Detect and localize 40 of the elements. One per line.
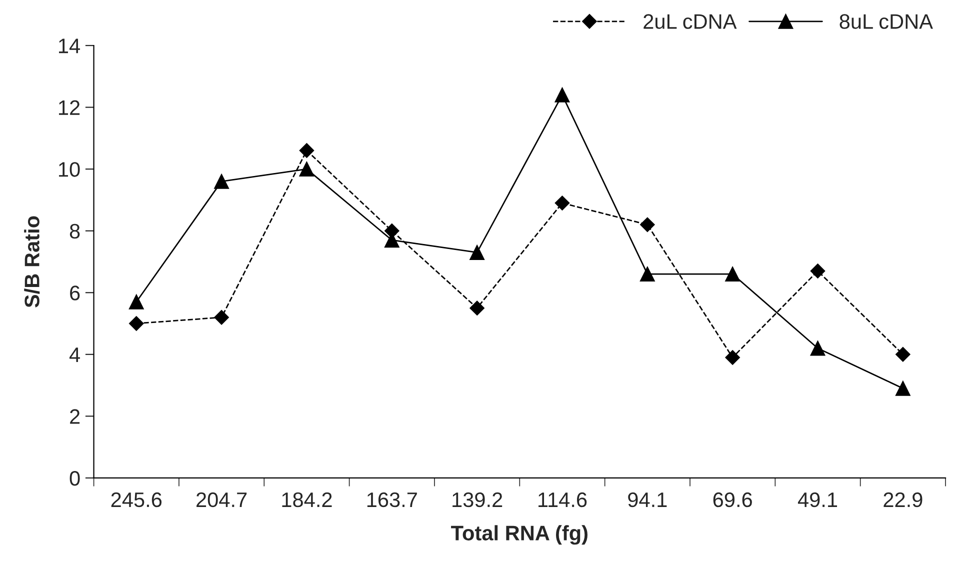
point	[214, 174, 230, 189]
point	[640, 217, 655, 232]
y-axis-title: S/B Ratio	[24, 216, 40, 308]
legend-label: 2uL cDNA	[644, 14, 737, 29]
point	[299, 143, 314, 158]
x-tick-label: 22.9	[884, 492, 922, 508]
y-tick-label: 0	[70, 470, 80, 486]
point	[299, 162, 314, 177]
y-tick-label: 12	[59, 100, 80, 115]
point	[895, 380, 910, 396]
y-tick-label: 6	[70, 286, 80, 300]
y-tick-label: 14	[59, 38, 80, 54]
point	[896, 347, 910, 362]
legend-label: 8uL cDNA	[840, 14, 933, 29]
x-tick-label: 94.1	[628, 492, 667, 508]
point	[128, 316, 144, 331]
point	[810, 264, 826, 278]
point	[214, 310, 229, 325]
point	[640, 266, 655, 282]
x-tick-label: 69.6	[713, 492, 752, 508]
x-tick-label: 114.6	[538, 492, 587, 508]
point	[554, 87, 570, 102]
y-tick-label: 10	[59, 162, 80, 177]
x-tick-label: 245.6	[111, 492, 162, 508]
x-tick-label: 163.7	[367, 492, 417, 508]
y-tick-label: 4	[69, 348, 80, 362]
x-tick-label: 204.7	[196, 492, 247, 508]
x-tick-label: 49.1	[798, 492, 838, 508]
y-tick-label: 2	[70, 409, 80, 424]
y-tick-label: 8	[70, 224, 80, 239]
point	[810, 340, 826, 356]
x-tick-label: 139.2	[452, 492, 502, 508]
x-axis-title: Total RNA (fg)	[451, 525, 588, 545]
x-tick-label: 184.2	[282, 492, 332, 508]
point	[128, 294, 144, 310]
point	[554, 196, 570, 210]
point	[725, 266, 740, 282]
point	[725, 350, 740, 365]
point	[470, 245, 485, 260]
point	[470, 300, 484, 316]
